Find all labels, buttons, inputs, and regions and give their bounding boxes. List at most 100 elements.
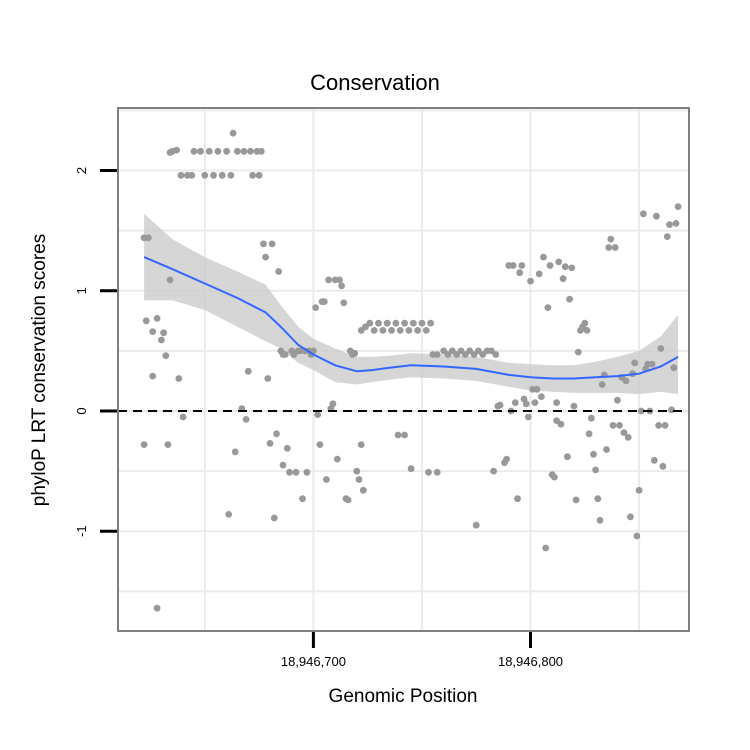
data-point [418,319,426,327]
data-point [524,413,532,421]
data-point [201,171,209,179]
data-point [355,476,363,483]
data-point [401,319,408,327]
data-point [257,147,265,155]
data-point [281,351,289,358]
data-point [533,385,541,393]
data-point [270,514,278,522]
data-point [592,466,599,474]
data-point [609,422,617,429]
data-point [668,406,675,414]
data-point [344,496,352,504]
data-point [275,268,283,275]
data-point [303,468,311,476]
data-point [598,381,606,388]
data-point [244,367,252,375]
data-point [503,455,510,463]
data-point [620,429,628,436]
data-point [581,319,589,327]
data-point [637,407,645,415]
data-point [392,319,400,327]
data-point [255,171,263,179]
data-point [260,240,267,248]
data-point [340,299,348,307]
data-point [225,511,233,518]
data-point [375,319,382,327]
data-point [407,465,415,473]
data-point [607,235,615,243]
data-point [566,295,573,303]
data-point [336,276,343,284]
data-point [353,467,361,475]
data-point [149,328,157,335]
data-point [657,345,665,352]
data-point [594,495,602,503]
data-point [433,351,441,358]
data-point [262,253,269,261]
data-point [561,263,569,271]
data-point [234,147,241,155]
data-point [538,393,545,400]
data-point [427,319,434,327]
data-point [299,495,306,503]
data-point [531,399,539,406]
data-point [279,461,287,469]
data-point [314,411,322,418]
data-point [359,486,367,494]
data-point [672,220,680,227]
data-point [405,327,413,334]
data-point [333,455,341,463]
data-point [559,275,567,283]
data-point [370,327,378,334]
data-point [631,359,639,367]
y-tick-label: 0 [74,407,89,414]
data-point [153,604,161,612]
data-point [197,147,204,155]
data-point [472,521,480,529]
data-point [242,416,250,423]
data-point [312,304,319,311]
data-point [401,431,408,439]
data-point [568,264,576,272]
chart-title: Conservation [310,70,440,95]
data-point [492,351,500,358]
data-point [624,434,632,441]
data-point [142,317,150,325]
y-tick-label: 1 [74,287,89,294]
data-point [546,262,554,269]
data-point [553,399,560,406]
data-point [433,468,441,476]
data-point [518,262,526,269]
data-point [540,253,547,261]
data-point [190,147,198,155]
data-point [622,377,630,385]
data-point [264,375,272,382]
plot-frame [117,107,690,632]
data-point [145,234,152,242]
data-point [422,327,430,334]
data-point [205,147,213,155]
x-tick-label: 18,946,800 [498,654,563,669]
data-point [329,400,337,408]
data-point [653,212,660,220]
data-point [357,441,365,448]
data-point [166,276,174,284]
data-point [414,327,421,334]
data-point [516,269,524,277]
data-point [247,147,254,155]
data-point [231,448,239,456]
data-point [394,431,402,439]
data-point [396,327,404,334]
data-point [229,129,237,137]
data-point [542,544,550,552]
data-point [292,468,300,476]
data-point [223,147,231,155]
data-point [557,420,565,428]
data-point [570,402,578,410]
data-point [663,233,671,241]
data-point [596,517,604,524]
data-point [273,430,280,438]
data-point [490,467,497,475]
data-point [572,496,580,504]
